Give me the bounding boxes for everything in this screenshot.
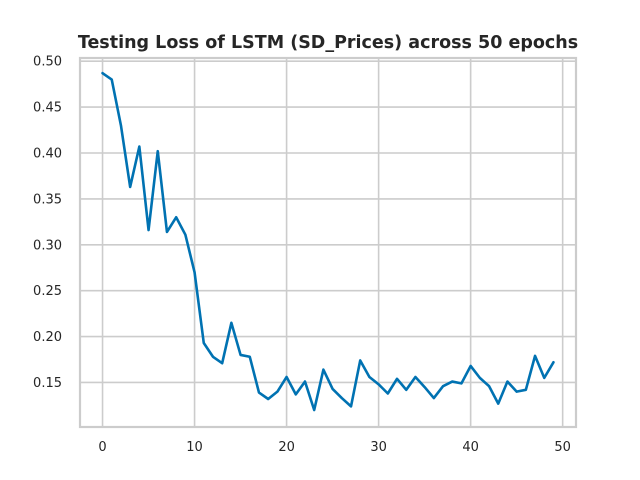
grid [80, 58, 576, 427]
y-tick-label: 0.30 [33, 238, 62, 253]
x-tick-label: 50 [554, 440, 571, 455]
y-tick-label: 0.35 [33, 192, 62, 207]
x-tick-label: 40 [462, 440, 479, 455]
x-tick-label: 0 [98, 440, 106, 455]
y-tick-label: 0.25 [33, 284, 62, 299]
y-tick-label: 0.45 [33, 101, 62, 116]
y-tick-label: 0.15 [33, 376, 62, 391]
x-tick-label: 10 [186, 440, 203, 455]
chart-title: Testing Loss of LSTM (SD_Prices) across … [78, 33, 578, 53]
series-group [101, 71, 555, 412]
x-tick-label: 30 [370, 440, 387, 455]
y-tick-label: 0.50 [33, 55, 62, 70]
y-tick-label: 0.40 [33, 147, 62, 162]
y-axis-ticks: 0.15 0.20 0.25 0.30 0.35 0.40 0.45 0.50 [33, 55, 62, 391]
series-line [101, 71, 555, 412]
x-axis-ticks: 0 10 20 30 40 50 [98, 440, 571, 455]
plot-frame [78, 56, 578, 429]
x-tick-label: 20 [278, 440, 295, 455]
axes-frame [78, 56, 578, 429]
y-tick-label: 0.20 [33, 330, 62, 345]
